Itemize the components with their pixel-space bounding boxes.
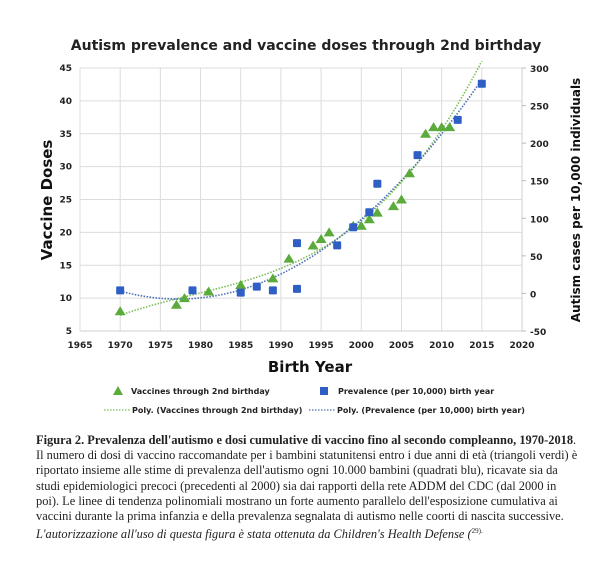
square-point bbox=[268, 286, 277, 295]
triangle-point bbox=[395, 194, 407, 204]
legend-triangle-icon bbox=[113, 386, 123, 395]
square-point bbox=[373, 179, 382, 188]
square-point bbox=[292, 284, 301, 293]
x-tick-label: 1965 bbox=[67, 341, 92, 351]
chart: Autism prevalence and vaccine doses thro… bbox=[38, 38, 583, 415]
y-axis-label: Vaccine Doses bbox=[38, 140, 56, 261]
trendlines bbox=[119, 60, 483, 316]
chart-title: Autism prevalence and vaccine doses thro… bbox=[71, 38, 541, 54]
x-tick-label: 1980 bbox=[188, 341, 213, 351]
y-tick-label: 25 bbox=[59, 196, 72, 206]
x-tick-label: 2015 bbox=[469, 341, 494, 351]
triangle-point bbox=[267, 273, 279, 283]
triangle-point bbox=[235, 279, 247, 289]
square-point bbox=[349, 223, 358, 232]
triangle-point bbox=[323, 227, 335, 237]
triangle-point bbox=[355, 220, 367, 230]
square-point bbox=[453, 115, 462, 124]
triangle-point bbox=[203, 286, 215, 296]
y2-tick-label: 300 bbox=[530, 65, 549, 75]
y-tick-label: 45 bbox=[59, 64, 72, 74]
triangle-point bbox=[428, 122, 440, 132]
grid bbox=[79, 67, 526, 332]
x-tick-label: 1990 bbox=[268, 341, 293, 351]
square-point bbox=[413, 151, 422, 160]
y-tick-label: 40 bbox=[59, 97, 72, 107]
legend-label-trend-vaccines: Poly. (Vaccines through 2nd birthday) bbox=[132, 406, 302, 415]
y2-tick-label: 150 bbox=[530, 178, 549, 188]
figure-caption: Figura 2. Prevalenza dell'autismo e dosi… bbox=[36, 433, 581, 543]
x-tick-label: 1975 bbox=[148, 341, 173, 351]
triangle-point bbox=[403, 168, 415, 178]
legend: Vaccines through 2nd birthday Prevalence … bbox=[104, 386, 525, 415]
caption-body: . Il numero di dosi di vaccino raccomand… bbox=[36, 433, 578, 524]
square-point bbox=[116, 286, 125, 295]
y2-tick-label: 200 bbox=[530, 140, 549, 150]
square-point bbox=[365, 208, 374, 217]
triangle-point bbox=[436, 122, 448, 132]
y2-tick-label: 250 bbox=[530, 103, 549, 113]
trendline-vaccines bbox=[119, 60, 483, 316]
x-tick-label: 2005 bbox=[389, 341, 414, 351]
triangle-point bbox=[315, 233, 327, 243]
x-tick-label: 2020 bbox=[509, 341, 534, 351]
triangle-point bbox=[307, 240, 319, 250]
y-tick-label: 15 bbox=[59, 261, 72, 271]
y-tick-label: 10 bbox=[59, 294, 72, 304]
x-tick-label: 2010 bbox=[429, 341, 454, 351]
triangle-point bbox=[178, 293, 190, 303]
caption-ref: 29). bbox=[471, 527, 483, 536]
triangle-point bbox=[363, 214, 375, 224]
triangle-point bbox=[420, 128, 432, 138]
trendline-prevalence bbox=[119, 79, 483, 300]
legend-label-vaccines: Vaccines through 2nd birthday bbox=[131, 387, 270, 396]
y2-tick-label: 100 bbox=[530, 215, 549, 225]
y2-tick-label: 50 bbox=[530, 253, 543, 263]
triangle-point bbox=[283, 253, 295, 263]
y-tick-label: 35 bbox=[59, 130, 72, 140]
tick-labels: 1965 1970 1975 1980 1985 1990 1995 2000 2005 2010… bbox=[59, 64, 548, 351]
triangle-point bbox=[371, 207, 383, 217]
square-point bbox=[236, 288, 245, 297]
caption-lead: Figura 2. Prevalenza dell'autismo e dosi… bbox=[36, 433, 574, 447]
x-axis-label: Birth Year bbox=[268, 358, 353, 376]
square-point bbox=[188, 286, 197, 295]
triangle-point bbox=[170, 299, 182, 309]
triangle-point bbox=[387, 201, 399, 211]
y-tick-label: 20 bbox=[59, 228, 72, 238]
legend-label-trend-prevalence: Poly. (Prevalence (per 10,000) birth yea… bbox=[337, 406, 525, 415]
y-tick-label: 5 bbox=[66, 327, 72, 337]
x-tick-label: 2000 bbox=[349, 341, 374, 351]
square-point bbox=[477, 79, 486, 88]
triangle-point bbox=[114, 306, 126, 316]
x-tick-label: 1970 bbox=[108, 341, 133, 351]
x-tick-label: 1985 bbox=[228, 341, 253, 351]
y2-axis-label: Autism cases per 10,000 individuals bbox=[569, 78, 583, 322]
triangle-point bbox=[444, 122, 456, 132]
legend-label-prevalence: Prevalence (per 10,000) birth year bbox=[338, 387, 494, 396]
y2-tick-label: 0 bbox=[530, 290, 536, 300]
y2-tick-label: -50 bbox=[530, 328, 546, 338]
caption-credit: L'autorizzazione all'uso di questa figur… bbox=[36, 527, 472, 542]
x-tick-label: 1995 bbox=[309, 341, 334, 351]
data-marks bbox=[114, 79, 486, 316]
legend-square-icon bbox=[320, 387, 328, 395]
square-point bbox=[333, 241, 342, 250]
y-tick-label: 30 bbox=[59, 163, 72, 173]
square-point bbox=[252, 282, 261, 291]
square-point bbox=[292, 239, 301, 248]
